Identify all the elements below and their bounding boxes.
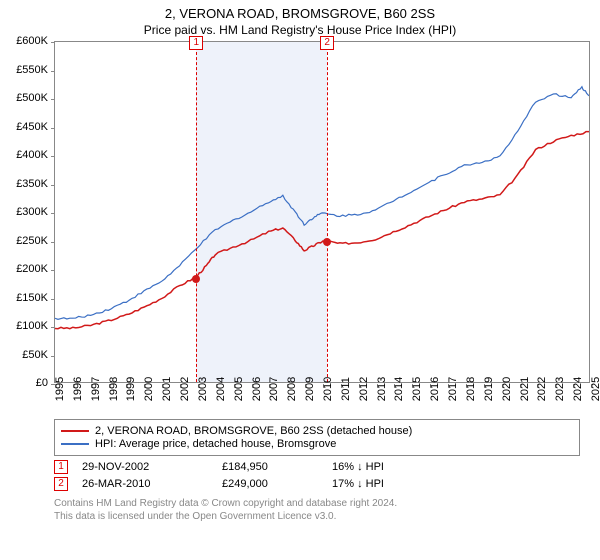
xtick-label: 2005 bbox=[233, 377, 245, 401]
ytick-label: £450K bbox=[16, 121, 48, 133]
ytick-label: £150K bbox=[16, 292, 48, 304]
ytick-label: £500K bbox=[16, 92, 48, 104]
legend-label: HPI: Average price, detached house, Brom… bbox=[95, 438, 336, 450]
xtick-label: 2024 bbox=[572, 377, 584, 401]
plot-region: 12 bbox=[54, 41, 590, 383]
footer: Contains HM Land Registry data © Crown c… bbox=[54, 497, 580, 523]
ytick-label: £200K bbox=[16, 263, 48, 275]
xtick-label: 2010 bbox=[322, 377, 334, 401]
sale-vline bbox=[196, 42, 197, 382]
xtick-label: 2009 bbox=[304, 377, 316, 401]
xtick-label: 2016 bbox=[429, 377, 441, 401]
xtick-label: 1995 bbox=[54, 377, 66, 401]
legend: 2, VERONA ROAD, BROMSGROVE, B60 2SS (det… bbox=[54, 419, 580, 456]
ytick-label: £0 bbox=[36, 377, 48, 389]
xtick-label: 2001 bbox=[161, 377, 173, 401]
sales-row: 2 26-MAR-2010 £249,000 17% ↓ HPI bbox=[54, 477, 580, 491]
series-line-price_paid bbox=[55, 132, 589, 329]
legend-swatch-icon bbox=[61, 430, 89, 432]
xtick-label: 2011 bbox=[340, 377, 352, 401]
ytick-label: £350K bbox=[16, 178, 48, 190]
chart-title: 2, VERONA ROAD, BROMSGROVE, B60 2SS bbox=[0, 0, 600, 21]
xtick-label: 1996 bbox=[72, 377, 84, 401]
xtick-label: 2017 bbox=[447, 377, 459, 401]
xtick-label: 2015 bbox=[411, 377, 423, 401]
sale-delta: 16% ↓ HPI bbox=[332, 461, 432, 473]
ytick-label: £100K bbox=[16, 320, 48, 332]
xtick-label: 1999 bbox=[125, 377, 137, 401]
sale-marker-icon: 1 bbox=[54, 460, 68, 474]
sale-date: 26-MAR-2010 bbox=[82, 478, 222, 490]
ytick-label: £300K bbox=[16, 206, 48, 218]
sale-delta: 17% ↓ HPI bbox=[332, 478, 432, 490]
xtick-label: 2008 bbox=[286, 377, 298, 401]
ytick-label: £550K bbox=[16, 64, 48, 76]
sale-date: 29-NOV-2002 bbox=[82, 461, 222, 473]
xtick-label: 2003 bbox=[197, 377, 209, 401]
xtick-label: 1998 bbox=[108, 377, 120, 401]
xtick-label: 2013 bbox=[376, 377, 388, 401]
chart-area: 12 £0£50K£100K£150K£200K£250K£300K£350K£… bbox=[54, 41, 590, 411]
ytick-label: £400K bbox=[16, 149, 48, 161]
xtick-label: 2025 bbox=[590, 377, 600, 401]
sales-table: 1 29-NOV-2002 £184,950 16% ↓ HPI 2 26-MA… bbox=[54, 460, 580, 491]
legend-item: 2, VERONA ROAD, BROMSGROVE, B60 2SS (det… bbox=[61, 425, 573, 437]
xtick-label: 2006 bbox=[251, 377, 263, 401]
chart-subtitle: Price paid vs. HM Land Registry's House … bbox=[0, 21, 600, 41]
xtick-label: 2022 bbox=[536, 377, 548, 401]
sale-vline bbox=[327, 42, 328, 382]
legend-swatch-icon bbox=[61, 443, 89, 445]
xtick-label: 2004 bbox=[215, 377, 227, 401]
legend-item: HPI: Average price, detached house, Brom… bbox=[61, 438, 573, 450]
footer-line: Contains HM Land Registry data © Crown c… bbox=[54, 497, 580, 510]
sale-dot-icon bbox=[323, 238, 331, 246]
xtick-label: 2020 bbox=[501, 377, 513, 401]
xtick-label: 2000 bbox=[143, 377, 155, 401]
sale-dot-icon bbox=[192, 275, 200, 283]
sale-price: £249,000 bbox=[222, 478, 332, 490]
xtick-label: 2014 bbox=[393, 377, 405, 401]
sale-marker-box: 1 bbox=[189, 36, 203, 50]
ytick-label: £50K bbox=[22, 349, 48, 361]
ytick-label: £600K bbox=[16, 35, 48, 47]
chart-container: 2, VERONA ROAD, BROMSGROVE, B60 2SS Pric… bbox=[0, 0, 600, 560]
ytick-label: £250K bbox=[16, 235, 48, 247]
xtick-label: 2018 bbox=[465, 377, 477, 401]
xtick-label: 2007 bbox=[268, 377, 280, 401]
sale-marker-box: 2 bbox=[320, 36, 334, 50]
xtick-label: 2019 bbox=[483, 377, 495, 401]
sale-price: £184,950 bbox=[222, 461, 332, 473]
xtick-label: 1997 bbox=[90, 377, 102, 401]
xtick-label: 2012 bbox=[358, 377, 370, 401]
xtick-label: 2021 bbox=[519, 377, 531, 401]
xtick-label: 2023 bbox=[554, 377, 566, 401]
sale-marker-icon: 2 bbox=[54, 477, 68, 491]
xtick-label: 2002 bbox=[179, 377, 191, 401]
sales-row: 1 29-NOV-2002 £184,950 16% ↓ HPI bbox=[54, 460, 580, 474]
plot-svg bbox=[55, 42, 589, 382]
legend-label: 2, VERONA ROAD, BROMSGROVE, B60 2SS (det… bbox=[95, 425, 412, 437]
footer-line: This data is licensed under the Open Gov… bbox=[54, 510, 580, 523]
series-line-hpi bbox=[55, 87, 589, 320]
